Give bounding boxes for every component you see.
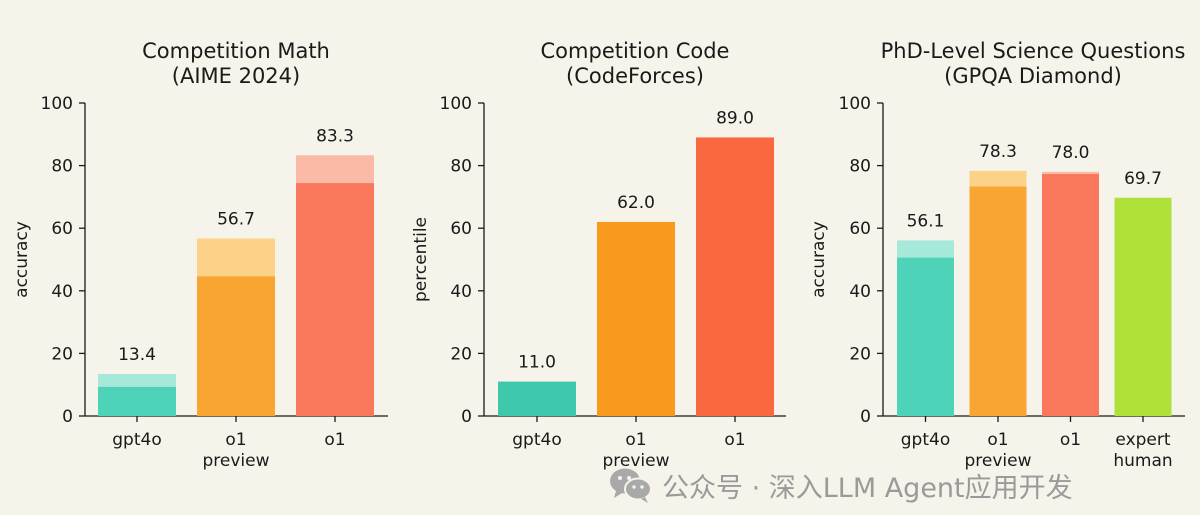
chart-title: PhD-Level Science Questions: [881, 39, 1186, 63]
category-label: human: [1113, 451, 1172, 471]
chart-panel-1: Competition Math(AIME 2024) accuracy 0 20 40…: [12, 39, 388, 471]
category-label: preview: [602, 451, 669, 471]
watermark-text: 公众号 · 深入LLM Agent应用开发: [662, 472, 1073, 504]
data-label: 78.3: [979, 142, 1017, 162]
y-tick-label: 40: [51, 282, 73, 302]
y-tick-label: 80: [849, 157, 871, 177]
y-tick-label: 60: [450, 219, 472, 239]
y-tick-label: 0: [62, 407, 73, 427]
bar-value: [897, 257, 954, 416]
category-label: gpt4o: [512, 430, 561, 450]
bar-value: [98, 386, 176, 416]
bar-value: [1114, 197, 1172, 416]
category-label: expert: [1115, 430, 1170, 450]
y-tick-label: 20: [51, 344, 73, 364]
category-label: o1: [225, 430, 246, 450]
category-label: o1: [724, 430, 745, 450]
y-tick-label: 100: [839, 94, 871, 114]
y-tick-label: 60: [51, 219, 73, 239]
chart-subtitle: (AIME 2024): [172, 64, 300, 88]
category-label: preview: [964, 451, 1031, 471]
y-tick-label: 100: [41, 94, 73, 114]
y-tick-label: 20: [450, 344, 472, 364]
category-label: o1: [625, 430, 646, 450]
y-axis-label: accuracy: [809, 221, 829, 298]
chart-subtitle: (CodeForces): [566, 64, 704, 88]
bar-value: [197, 276, 275, 416]
y-tick-label: 40: [450, 282, 472, 302]
bar-value: [296, 183, 374, 416]
y-tick-label: 0: [461, 407, 472, 427]
y-axis-label: percentile: [411, 217, 431, 302]
chart-panel-2: Competition Code(CodeForces) percentile 0 2…: [411, 39, 786, 471]
data-label: 13.4: [118, 345, 156, 365]
bar-value: [1042, 174, 1099, 416]
bar-value: [597, 221, 675, 416]
y-tick-label: 60: [849, 219, 871, 239]
category-label: o1: [987, 430, 1008, 450]
data-label: 83.3: [316, 126, 354, 146]
category-label: preview: [202, 451, 269, 471]
y-tick-label: 80: [51, 157, 73, 177]
y-tick-label: 20: [849, 344, 871, 364]
data-label: 89.0: [716, 108, 754, 128]
data-label: 11.0: [518, 353, 556, 373]
y-axis-label: accuracy: [12, 221, 32, 298]
y-tick-label: 40: [849, 282, 871, 302]
category-label: gpt4o: [901, 430, 950, 450]
data-label: 62.0: [617, 193, 655, 213]
bar-value: [969, 186, 1027, 416]
category-label: o1: [1060, 430, 1081, 450]
chart-title: Competition Code: [541, 39, 730, 63]
y-tick-label: 0: [860, 407, 871, 427]
chart-subtitle: (GPQA Diamond): [944, 64, 1122, 88]
category-label: o1: [324, 430, 345, 450]
bar-value: [696, 137, 774, 416]
chart-panel-3: PhD-Level Science Questions(GPQA Diamond…: [809, 39, 1185, 471]
data-label: 56.1: [907, 211, 945, 231]
data-label: 56.7: [217, 210, 255, 230]
watermark: 公众号 · 深入LLM Agent应用开发: [608, 463, 1073, 507]
bar-value: [498, 381, 576, 416]
y-tick-label: 80: [450, 157, 472, 177]
data-label: 78.0: [1052, 143, 1090, 163]
wechat-icon: [610, 468, 652, 503]
y-tick-label: 100: [440, 94, 472, 114]
category-label: gpt4o: [112, 430, 161, 450]
data-label: 69.7: [1124, 169, 1162, 189]
chart-title: Competition Math: [142, 39, 330, 63]
